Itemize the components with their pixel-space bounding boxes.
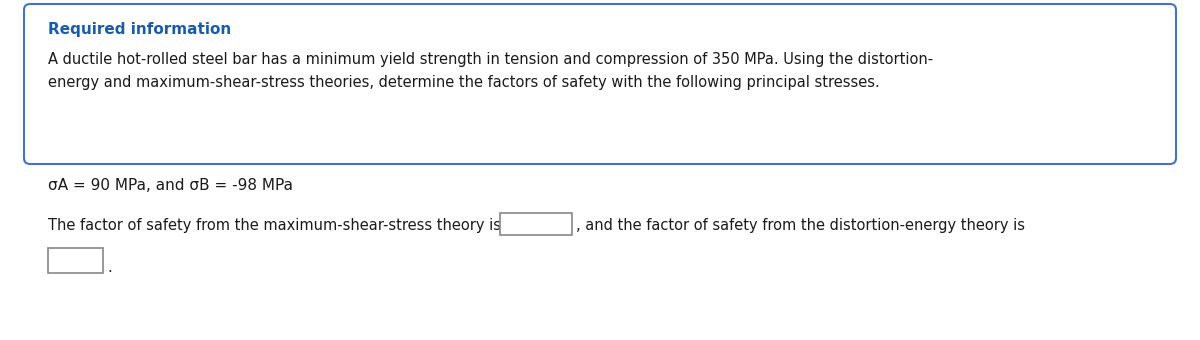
Text: Required information: Required information [48, 22, 232, 37]
Text: energy and maximum-shear-stress theories, determine the factors of safety with t: energy and maximum-shear-stress theories… [48, 75, 880, 90]
Text: The factor of safety from the maximum-shear-stress theory is: The factor of safety from the maximum-sh… [48, 218, 505, 233]
Text: A ductile hot-rolled steel bar has a minimum yield strength in tension and compr: A ductile hot-rolled steel bar has a min… [48, 52, 934, 67]
Text: .: . [107, 260, 112, 275]
FancyBboxPatch shape [24, 4, 1176, 164]
FancyBboxPatch shape [500, 213, 572, 235]
Text: , and the factor of safety from the distortion-energy theory is: , and the factor of safety from the dist… [576, 218, 1025, 233]
Text: σA = 90 MPa, and σB = -98 MPa: σA = 90 MPa, and σB = -98 MPa [48, 178, 293, 193]
FancyBboxPatch shape [48, 248, 103, 273]
